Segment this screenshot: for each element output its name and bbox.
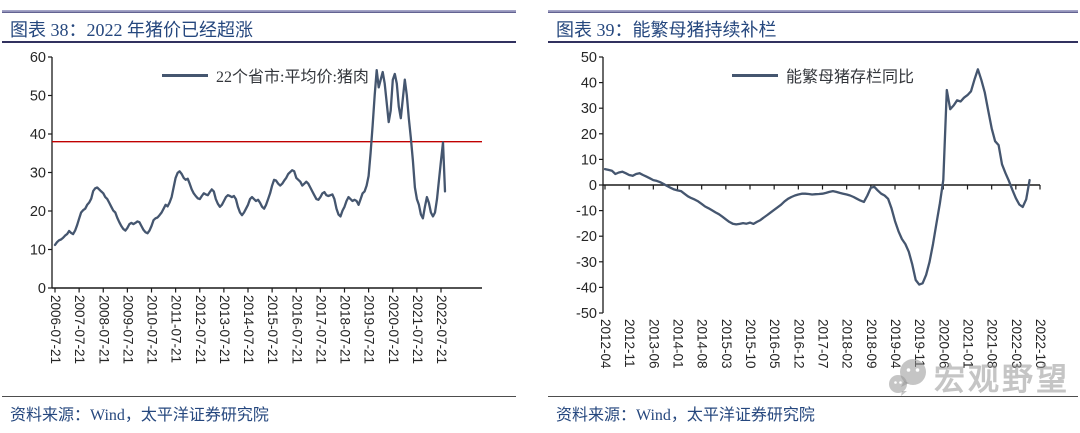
svg-text:0: 0 (38, 281, 46, 297)
svg-text:10: 10 (30, 243, 46, 259)
svg-text:2021-08: 2021-08 (985, 319, 1000, 369)
svg-text:2013-06: 2013-06 (646, 319, 661, 369)
svg-text:2018-07-21: 2018-07-21 (338, 295, 353, 364)
svg-text:20: 20 (581, 127, 597, 143)
svg-text:2014-07-21: 2014-07-21 (241, 295, 256, 364)
svg-text:2012-11: 2012-11 (622, 319, 637, 368)
svg-text:2020-07-21: 2020-07-21 (386, 295, 401, 364)
figure-title: 图表 38：2022 年猪价已经超涨 (10, 20, 253, 40)
sow-inventory-line-chart: -50 -40 -30 -20 -10 0 10 20 30 40 50 2012-04 2012-11… (576, 50, 1048, 369)
svg-text:2019-04: 2019-04 (888, 319, 903, 369)
legend-line-marker (732, 73, 778, 77)
svg-text:-40: -40 (576, 280, 597, 296)
legend-label: 能繁母猪存栏同比 (786, 69, 915, 86)
svg-text:2016-05: 2016-05 (767, 319, 782, 369)
svg-text:40: 40 (581, 76, 597, 92)
svg-text:2022-03: 2022-03 (1009, 319, 1024, 369)
x-axis (603, 184, 1041, 190)
svg-text:2021-07-21: 2021-07-21 (410, 295, 425, 364)
svg-text:20: 20 (30, 204, 46, 220)
svg-text:2012-04: 2012-04 (598, 319, 613, 369)
svg-text:2008-07-21: 2008-07-21 (96, 295, 111, 364)
svg-text:2013-07-21: 2013-07-21 (217, 295, 232, 364)
svg-text:50: 50 (30, 89, 46, 105)
svg-text:2018-02: 2018-02 (840, 319, 855, 369)
x-tick-labels: 2012-04 2012-11 2013-06 2014-01 2014-08 2015-… (598, 319, 1048, 369)
svg-text:2015-07-21: 2015-07-21 (265, 295, 280, 364)
svg-text:2009-07-21: 2009-07-21 (120, 295, 135, 364)
svg-text:2020-06: 2020-06 (936, 319, 951, 369)
svg-text:-30: -30 (576, 255, 597, 271)
x-axis (52, 287, 482, 293)
svg-text:60: 60 (30, 50, 46, 66)
x-tick-labels: 2006-07-21 2007-07-21 2008-07-21 2009-07-21… (48, 295, 449, 364)
svg-text:50: 50 (581, 50, 597, 66)
svg-text:2016-07-21: 2016-07-21 (289, 295, 304, 364)
svg-text:2014-08: 2014-08 (695, 319, 710, 369)
svg-text:-10: -10 (576, 204, 597, 220)
svg-text:30: 30 (30, 166, 46, 182)
svg-text:2022-07-21: 2022-07-21 (434, 295, 449, 364)
svg-text:2021-01: 2021-01 (961, 319, 976, 369)
svg-text:2011-07-21: 2011-07-21 (169, 295, 184, 363)
svg-text:2017-07: 2017-07 (816, 319, 831, 369)
legend: 能繁母猪存栏同比 (732, 63, 914, 87)
legend-label: 22个省市:平均价:猪肉 (216, 69, 369, 86)
title-underline (548, 41, 1078, 43)
svg-text:2016-12: 2016-12 (791, 319, 806, 369)
source-rule (548, 396, 1078, 397)
panel-top-rule (548, 10, 1078, 13)
legend: 22个省市:平均价:猪肉 (162, 63, 369, 87)
svg-text:10: 10 (581, 152, 597, 168)
svg-text:2019-07-21: 2019-07-21 (362, 295, 377, 364)
title-underline (2, 41, 516, 43)
svg-text:2010-07-21: 2010-07-21 (145, 295, 160, 364)
pork-price-line-chart: 0 10 20 30 40 50 60 2006-07-21 2007-07-21 2008-07… (30, 50, 482, 364)
svg-text:2017-07-21: 2017-07-21 (313, 295, 328, 364)
series-line (53, 68, 447, 247)
svg-text:2014-01: 2014-01 (671, 319, 686, 369)
figure-panel-39: 图表 39：能繁母猪持续补栏 -50 -40 -30 -20 -10 0 10 20 30 40 5… (540, 0, 1080, 433)
svg-text:40: 40 (30, 127, 46, 143)
svg-text:2012-07-21: 2012-07-21 (193, 295, 208, 364)
source-text: 资料来源：Wind，太平洋证券研究院 (10, 407, 269, 424)
svg-text:2018-09: 2018-09 (864, 319, 879, 369)
svg-text:-50: -50 (576, 306, 597, 322)
panel-top-rule (2, 10, 516, 13)
svg-text:2006-07-21: 2006-07-21 (48, 295, 63, 364)
figure-panel-38: 图表 38：2022 年猪价已经超涨 0 10 20 30 40 50 60 2006-07-… (2, 10, 516, 424)
svg-text:2022-10: 2022-10 (1033, 319, 1048, 369)
figure-title: 图表 39：能繁母猪持续补栏 (556, 20, 777, 40)
svg-text:2015-03: 2015-03 (719, 319, 734, 369)
legend-line-marker (162, 73, 208, 77)
svg-text:2019-11: 2019-11 (912, 319, 927, 368)
svg-text:2007-07-21: 2007-07-21 (72, 295, 87, 364)
svg-text:30: 30 (581, 101, 597, 117)
source-rule (2, 396, 516, 397)
series-line (603, 68, 1031, 286)
y-axis: -50 -40 -30 -20 -10 0 10 20 30 40 50 (576, 50, 604, 322)
svg-text:2015-10: 2015-10 (743, 319, 758, 369)
source-text: 资料来源：Wind，太平洋证券研究院 (556, 407, 815, 424)
y-axis: 0 10 20 30 40 50 60 (30, 50, 53, 297)
svg-text:0: 0 (589, 178, 597, 194)
chat-bubbles-logo-icon (889, 358, 926, 396)
svg-text:-20: -20 (576, 229, 597, 245)
watermark-text: 宏观野望 (934, 362, 1070, 397)
watermark: 宏观野望 (888, 354, 1070, 399)
